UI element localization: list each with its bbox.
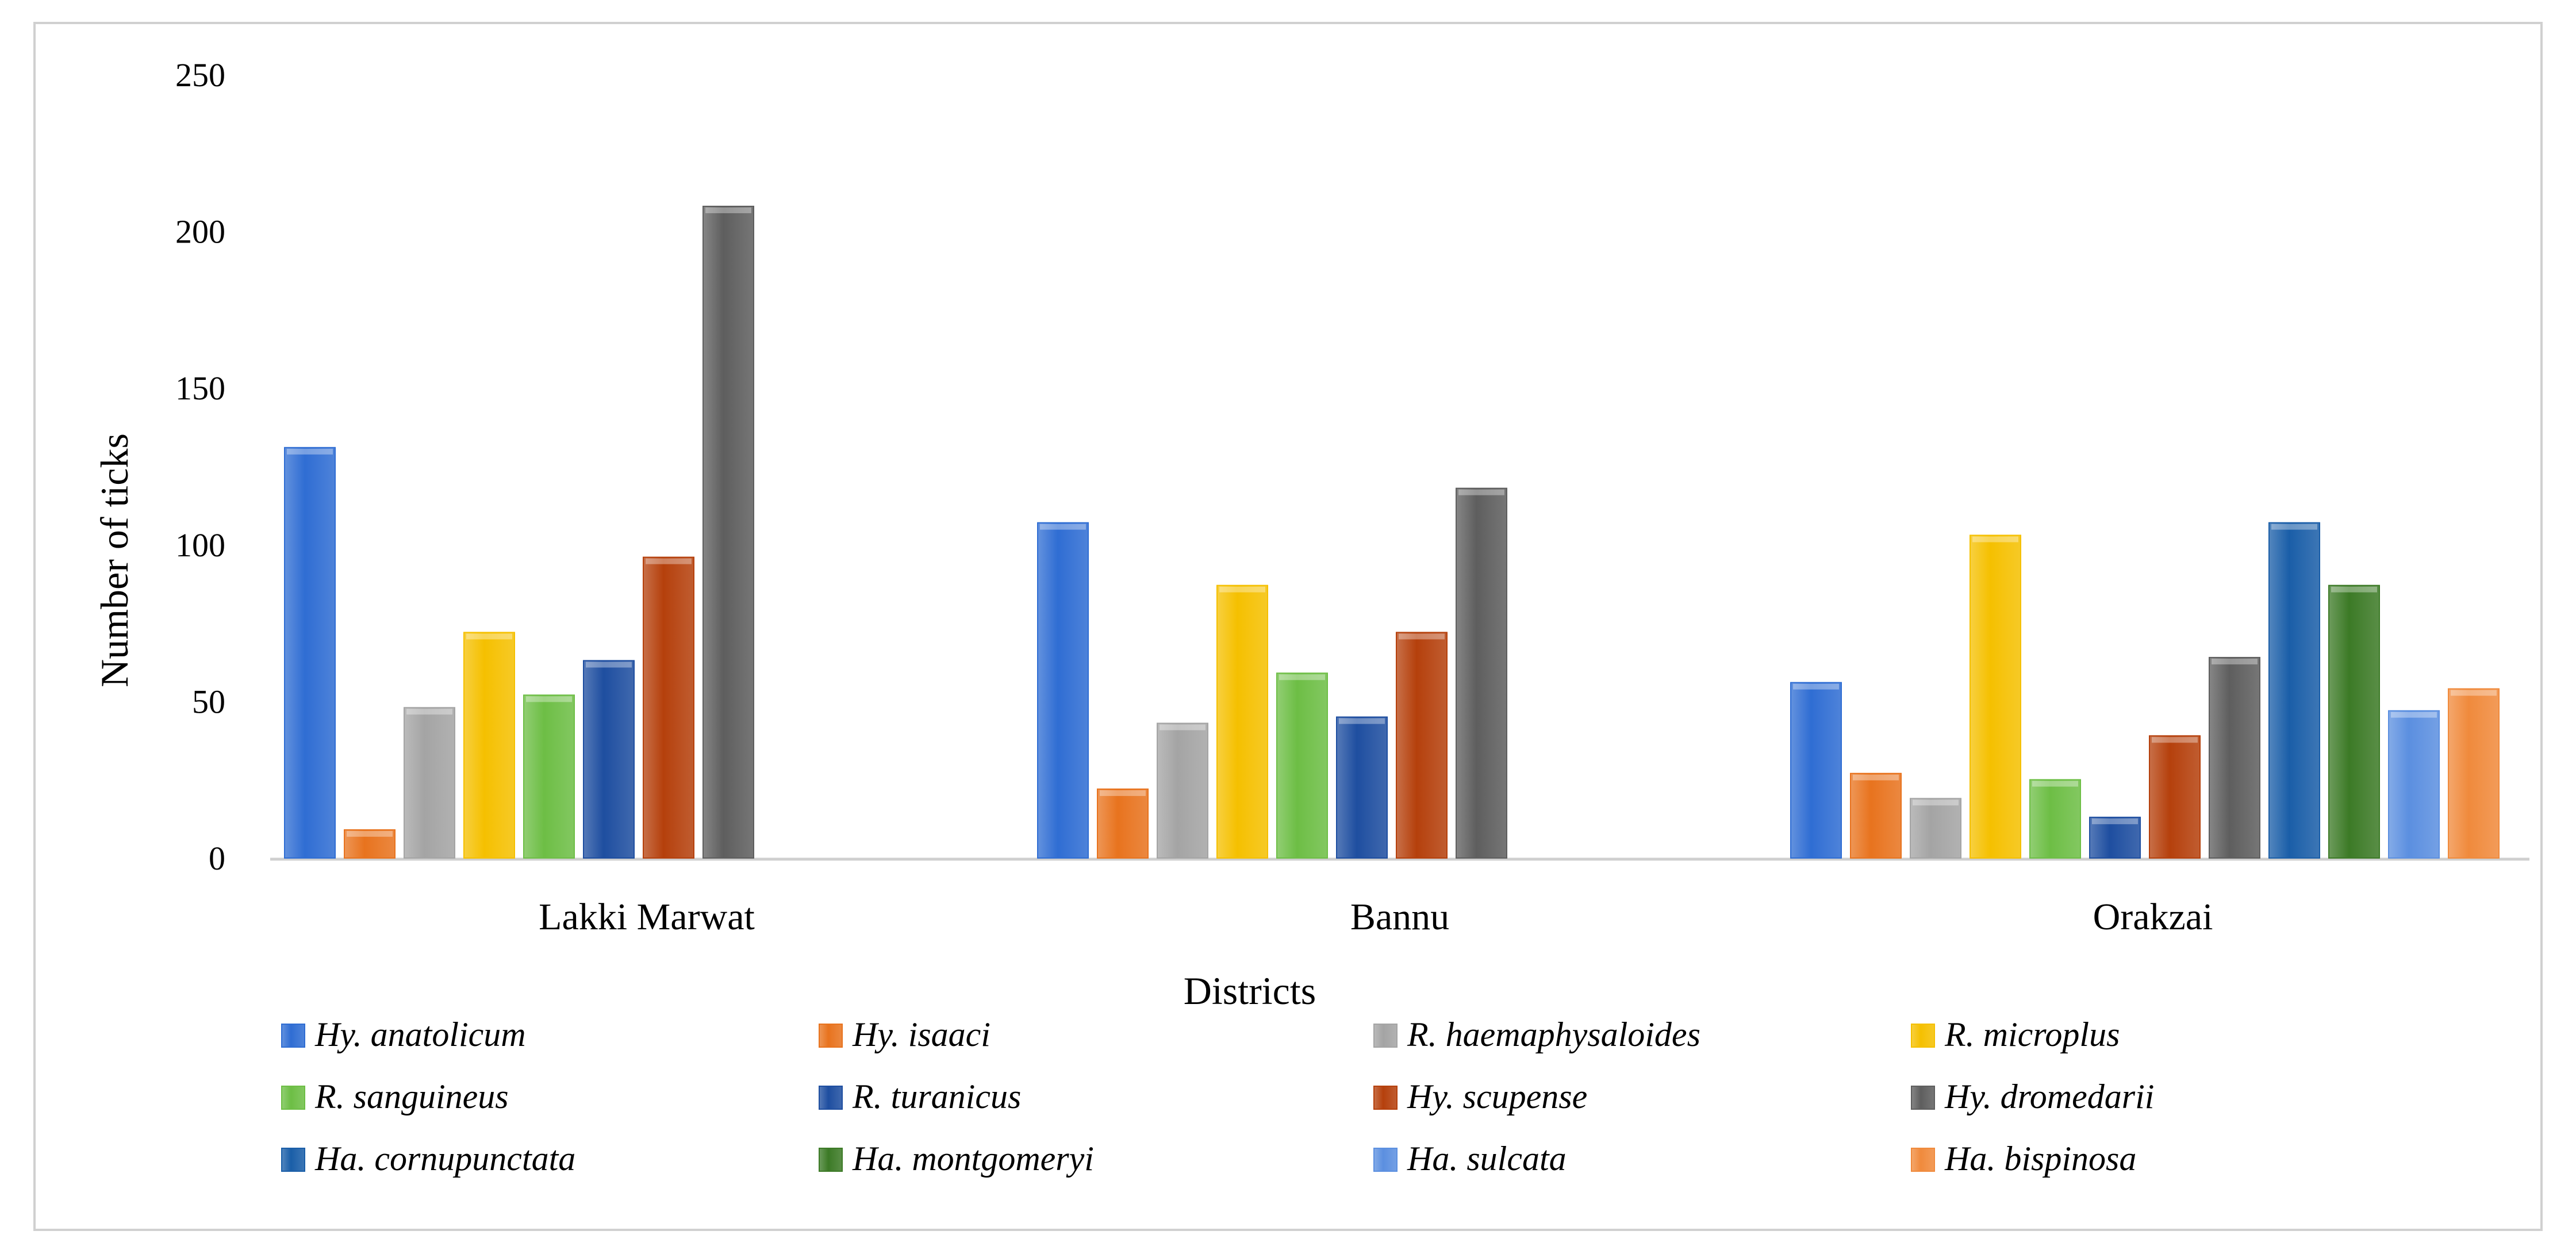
bar-lakki-marwat-r-microplus bbox=[463, 632, 515, 859]
bar-highlight bbox=[705, 207, 751, 213]
bars-group bbox=[284, 205, 2500, 859]
bar-highlight bbox=[2331, 586, 2377, 593]
bar-bannu-hy-dromedarii bbox=[1456, 487, 1507, 859]
bar-lakki-marwat-hy-isaaci bbox=[344, 829, 396, 859]
legend: Hy. anatolicum Hy. isaaci R. haemaphysaloi… bbox=[281, 1015, 2154, 1178]
legend-label: Ha. montgomeryi bbox=[852, 1140, 1094, 1178]
bar-orakzai-r-haemaphysaloides bbox=[1910, 798, 1961, 859]
bar-highlight bbox=[586, 661, 632, 668]
legend-label: Hy. isaaci bbox=[852, 1015, 991, 1053]
legend-label: R. haemaphysaloides bbox=[1407, 1015, 1700, 1053]
bar-lakki-marwat-hy-scupense bbox=[643, 556, 694, 859]
legend-swatch bbox=[1911, 1086, 1935, 1110]
bar-highlight bbox=[2212, 659, 2258, 665]
bar-orakzai-hy-dromedarii bbox=[2209, 657, 2260, 859]
bar-orakzai-ha-sulcata bbox=[2388, 710, 2440, 859]
bar-highlight bbox=[646, 558, 692, 564]
bar-orakzai-r-sanguineus bbox=[2029, 779, 2081, 859]
legend-swatch bbox=[819, 1148, 843, 1172]
bar-bannu-r-turanicus bbox=[1336, 716, 1388, 859]
bar-highlight bbox=[1279, 674, 1325, 680]
bar-highlight bbox=[2092, 818, 2138, 825]
bar-orakzai-hy-scupense bbox=[2149, 735, 2201, 859]
legend-swatch bbox=[1373, 1148, 1398, 1172]
bar-highlight bbox=[1853, 774, 1899, 780]
bar-highlight bbox=[2451, 690, 2497, 696]
bar-highlight bbox=[1913, 799, 1959, 806]
x-axis-categories: Lakki Marwat Bannu Orakzai bbox=[539, 896, 2213, 938]
bar-lakki-marwat-hy-dromedarii bbox=[702, 205, 754, 859]
bar-orakzai-hy-anatolicum bbox=[1790, 682, 1842, 859]
y-axis-title: Number of ticks bbox=[93, 433, 136, 687]
bar-highlight bbox=[526, 696, 572, 702]
legend-swatch bbox=[819, 1086, 843, 1110]
legend-swatch bbox=[1911, 1024, 1935, 1048]
bar-lakki-marwat-hy-anatolicum bbox=[284, 447, 336, 859]
bar-highlight bbox=[2391, 711, 2437, 718]
legend-label: Ha. sulcata bbox=[1407, 1140, 1567, 1178]
legend-swatch bbox=[819, 1024, 843, 1048]
bar-bannu-r-sanguineus bbox=[1276, 672, 1328, 859]
legend-swatch bbox=[281, 1148, 305, 1172]
legend-label: Ha. cornupunctata bbox=[314, 1140, 575, 1178]
bar-orakzai-ha-cornupunctata bbox=[2268, 522, 2320, 859]
bar-highlight bbox=[466, 633, 512, 640]
bar-lakki-marwat-r-sanguineus bbox=[523, 694, 575, 859]
legend-swatch bbox=[1373, 1086, 1398, 1110]
y-tick-label: 150 bbox=[175, 370, 225, 407]
bar-orakzai-ha-bispinosa bbox=[2448, 688, 2500, 859]
legend-swatch bbox=[281, 1086, 305, 1110]
y-axis-ticks: 0 50 100 150 200 250 bbox=[175, 56, 225, 877]
y-tick-label: 100 bbox=[175, 526, 225, 564]
bar-bannu-hy-anatolicum bbox=[1037, 522, 1089, 859]
x-category-label: Orakzai bbox=[2093, 896, 2213, 938]
legend-label: R. microplus bbox=[1944, 1015, 2120, 1053]
bar-highlight bbox=[1458, 489, 1504, 495]
y-tick-label: 200 bbox=[175, 213, 225, 251]
legend-label: Ha. bispinosa bbox=[1944, 1140, 2136, 1178]
bar-bannu-hy-isaaci bbox=[1097, 788, 1149, 859]
bar-lakki-marwat-r-turanicus bbox=[583, 660, 635, 859]
bar-orakzai-hy-isaaci bbox=[1850, 772, 1902, 859]
bar-highlight bbox=[406, 709, 452, 715]
bar-orakzai-ha-montgomeryi bbox=[2328, 584, 2380, 859]
bar-orakzai-r-turanicus bbox=[2089, 817, 2141, 859]
legend-label: Hy. scupense bbox=[1407, 1078, 1587, 1115]
chart-frame bbox=[33, 22, 2543, 1231]
bar-highlight bbox=[1339, 718, 1385, 724]
y-tick-label: 0 bbox=[209, 840, 225, 877]
bar-bannu-r-microplus bbox=[1216, 584, 1268, 859]
bar-bannu-hy-scupense bbox=[1396, 632, 1448, 859]
legend-swatch bbox=[281, 1024, 305, 1048]
x-axis-title: Districts bbox=[1184, 969, 1316, 1013]
bar-highlight bbox=[1160, 724, 1206, 730]
legend-swatch bbox=[1911, 1148, 1935, 1172]
bar-highlight bbox=[2032, 780, 2078, 787]
bar-highlight bbox=[1040, 524, 1086, 530]
bar-highlight bbox=[1972, 536, 2018, 543]
bar-highlight bbox=[1793, 683, 1839, 690]
bar-highlight bbox=[1399, 633, 1445, 640]
y-tick-label: 250 bbox=[175, 56, 225, 94]
bar-orakzai-r-microplus bbox=[1970, 534, 2021, 859]
bar-lakki-marwat-r-haemaphysaloides bbox=[404, 707, 455, 859]
bar-highlight bbox=[1219, 586, 1265, 593]
x-category-label: Bannu bbox=[1350, 896, 1449, 938]
bar-highlight bbox=[1100, 790, 1146, 797]
x-category-label: Lakki Marwat bbox=[539, 896, 755, 938]
bar-highlight bbox=[287, 448, 333, 455]
legend-label: R. sanguineus bbox=[314, 1078, 509, 1115]
legend-swatch bbox=[1373, 1024, 1398, 1048]
bar-bannu-r-haemaphysaloides bbox=[1157, 722, 1208, 859]
y-tick-label: 50 bbox=[192, 683, 225, 720]
bar-highlight bbox=[347, 830, 393, 837]
legend-label: Hy. dromedarii bbox=[1944, 1078, 2154, 1115]
legend-label: Hy. anatolicum bbox=[314, 1015, 526, 1053]
legend-label: R. turanicus bbox=[852, 1078, 1021, 1115]
bar-highlight bbox=[2152, 737, 2198, 743]
bar-highlight bbox=[2271, 524, 2317, 530]
